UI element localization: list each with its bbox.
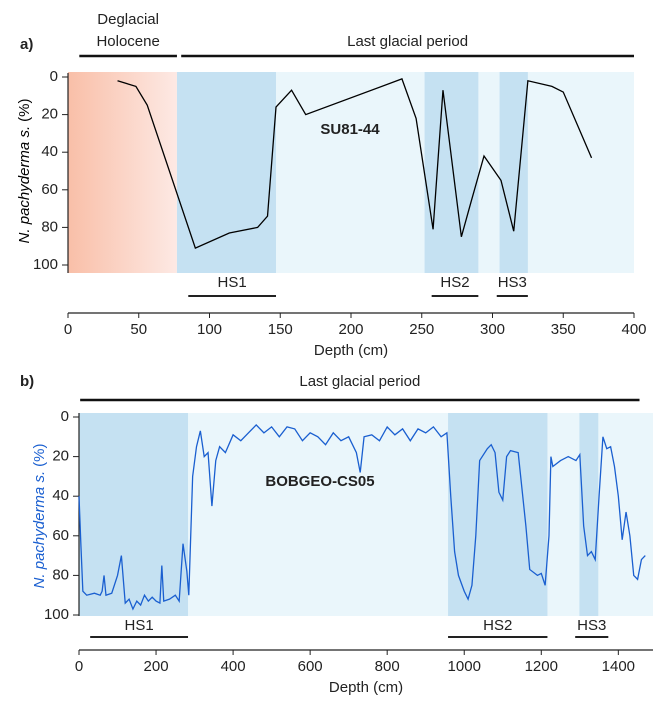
y-label-species: N. pachyderma s. <box>31 471 48 589</box>
y-tick-label: 0 <box>50 68 58 85</box>
x-tick-label: 0 <box>75 658 83 675</box>
y-tick-label: 100 <box>44 606 69 623</box>
y-tick-label: 40 <box>41 143 58 160</box>
panel-label: a) <box>20 36 33 53</box>
annotation: SU81-44 <box>320 121 380 138</box>
y-label-species: N. pachyderma s. <box>16 126 33 244</box>
event-label: HS2 <box>440 274 469 291</box>
x-tick-label: 1200 <box>525 658 558 675</box>
y-axis-label: N. pachyderma s. (%) <box>31 444 48 589</box>
period-label: Last glacial period <box>299 373 420 390</box>
y-tick-label: 80 <box>41 218 58 235</box>
period-label: Deglacial <box>97 11 159 28</box>
x-tick-label: 800 <box>375 658 400 675</box>
y-tick-label: 20 <box>52 448 69 465</box>
x-tick-label: 250 <box>409 321 434 338</box>
event-band <box>424 72 479 273</box>
y-label-unit: (%) <box>16 99 33 122</box>
x-tick-label: 400 <box>621 321 646 338</box>
y-axis-label: N. pachyderma s. (%) <box>16 99 33 244</box>
y-tick-label: 40 <box>52 487 69 504</box>
event-label: HS1 <box>125 617 154 634</box>
x-axis-label: Depth (cm) <box>329 679 403 696</box>
background-band <box>68 72 177 273</box>
event-label: HS3 <box>498 274 527 291</box>
x-tick-label: 50 <box>130 321 147 338</box>
x-tick-label: 350 <box>551 321 576 338</box>
event-band <box>176 72 277 273</box>
event-band <box>79 413 189 616</box>
y-tick-label: 60 <box>41 181 58 198</box>
annotation: BOBGEO-CS05 <box>265 473 374 490</box>
y-tick-label: 20 <box>41 106 58 123</box>
event-band <box>499 72 528 273</box>
x-tick-label: 600 <box>298 658 323 675</box>
x-tick-label: 150 <box>268 321 293 338</box>
y-tick-label: 80 <box>52 566 69 583</box>
x-tick-label: 0 <box>64 321 72 338</box>
x-tick-label: 300 <box>480 321 505 338</box>
data-line <box>117 78 593 249</box>
y-tick-label: 0 <box>61 408 69 425</box>
event-band <box>579 413 599 616</box>
x-tick-label: 200 <box>338 321 363 338</box>
y-label-unit: (%) <box>31 444 48 467</box>
event-band <box>448 413 548 616</box>
y-tick-label: 100 <box>33 256 58 273</box>
event-label: HS3 <box>577 617 606 634</box>
x-axis-label: Depth (cm) <box>314 342 388 359</box>
x-tick-label: 100 <box>197 321 222 338</box>
x-tick-label: 400 <box>221 658 246 675</box>
panel-label: b) <box>20 373 34 390</box>
event-label: HS2 <box>483 617 512 634</box>
y-tick-label: 60 <box>52 527 69 544</box>
data-line <box>78 423 646 611</box>
x-tick-label: 200 <box>144 658 169 675</box>
period-label: Last glacial period <box>347 33 468 50</box>
event-label: HS1 <box>218 274 247 291</box>
x-tick-label: 1000 <box>448 658 481 675</box>
period-label: Holocene <box>96 33 159 50</box>
x-tick-label: 1400 <box>602 658 635 675</box>
